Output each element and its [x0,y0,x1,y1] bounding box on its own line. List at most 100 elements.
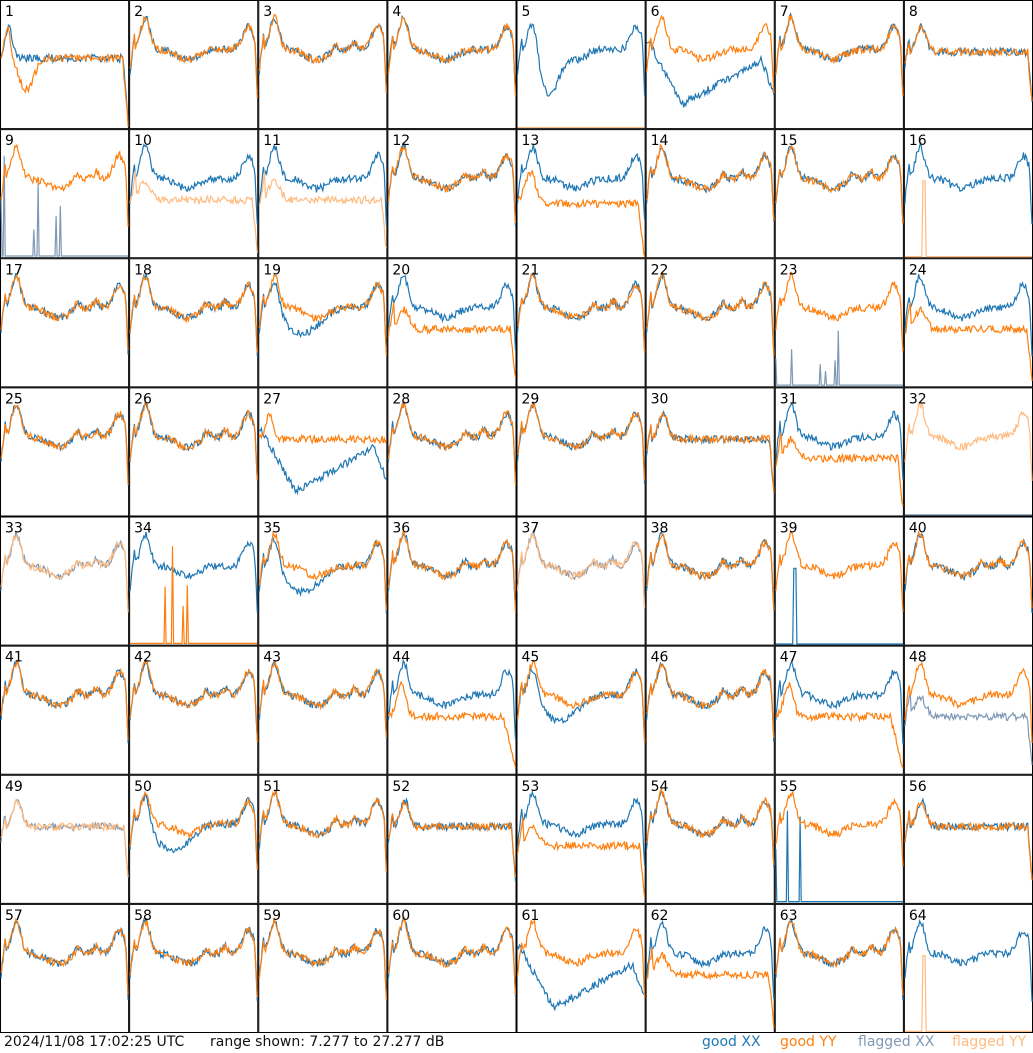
panel-frame [516,0,646,130]
series-good-yy [646,533,775,611]
series-good-yy [387,530,517,613]
series-good-yy [775,15,904,96]
series-good-xx [775,810,903,903]
panel-52: 52 [387,774,517,904]
panel-frame [645,258,775,388]
panel-frame [0,0,130,130]
range-unit: dB [421,1034,445,1050]
panel-label: 33 [5,521,23,537]
panel-label: 46 [651,650,669,666]
panel-23: 23 [774,258,904,388]
series-good-xx [129,531,258,613]
series-flagged-yy [0,798,129,878]
panel-frame [0,129,130,259]
panel-frame [0,645,130,775]
series-good-yy [129,401,258,481]
panel-57: 57 [0,903,130,1033]
series-good-yy [387,145,517,224]
panel-17: 17 [0,258,130,388]
panel-label: 59 [263,908,281,924]
series-good-xx [904,141,1033,225]
series-good-yy [775,144,904,224]
panel-38: 38 [645,516,775,646]
series-flagged-yy [258,171,387,248]
panel-frame [129,129,259,259]
series-good-yy [904,660,1033,744]
series-good-xx [775,567,903,645]
panel-label: 58 [134,908,152,924]
legend-good-yy: good YY [780,1034,837,1050]
series-good-xx [258,144,387,226]
panel-frame [387,387,517,517]
panel-label: 53 [522,779,540,795]
panel-label: 45 [522,650,540,666]
series-good-xx [904,274,1033,357]
panel-10: 10 [129,129,259,259]
panel-16: 16 [903,129,1033,259]
series-flagged-yy [0,535,129,613]
panel-label: 47 [780,650,798,666]
series-good-yy [646,412,775,493]
panel-61: 61 [516,903,646,1033]
panel-label: 15 [780,133,798,149]
panel-26: 26 [129,387,259,517]
panel-label: 5 [522,4,531,20]
series-good-xx [516,943,646,1011]
panel-34: 34 [129,516,259,646]
range-min: 7.277 [309,1034,350,1050]
series-good-yy [775,271,904,352]
series-good-yy [516,919,646,998]
series-good-yy [129,16,258,98]
panel-label: 42 [134,650,152,666]
series-flagged-yy [129,171,258,253]
series-good-xx [258,18,387,94]
series-good-yy [129,790,258,870]
panel-6: 6 [645,0,775,130]
panel-35: 35 [258,516,388,646]
panel-label: 11 [263,133,281,149]
legend-flagged-yy: flagged YY [952,1034,1027,1050]
series-good-yy [258,13,387,93]
series-good-yy [775,920,904,996]
panel-frame [903,258,1033,388]
panel-label: 62 [651,908,669,924]
panel-label: 57 [5,908,23,924]
series-flagged-xx [904,692,1033,765]
panel-label: 1 [5,4,14,20]
series-flagged-xx [775,330,903,386]
series-flagged-yy [516,532,646,608]
series-good-yy [904,801,1033,881]
panel-62: 62 [645,903,775,1033]
series-good-xx [516,789,646,866]
series-good-yy [258,412,387,445]
series-good-xx [516,144,646,221]
panel-label: 17 [5,262,23,278]
series-good-xx [775,659,904,744]
panel-frame [129,516,259,646]
series-good-yy [387,400,517,486]
panel-label: 19 [263,262,281,278]
panel-frame [129,387,259,517]
panel-frame [645,645,775,775]
range-sep: to [349,1034,373,1050]
series-good-yy [904,302,1033,381]
panel-8: 8 [903,0,1033,130]
panel-frame [774,903,904,1033]
panel-label: 54 [651,779,669,795]
series-good-xx [258,660,387,739]
series-flagged-xx [0,155,129,257]
panel-frame [774,0,904,130]
series-good-yy [387,680,517,768]
panel-label: 49 [5,779,23,795]
panel-frame [645,774,775,904]
panel-label: 52 [392,779,410,795]
series-good-yy [258,660,387,738]
panel-32: 32 [903,387,1033,517]
series-good-xx [129,792,258,870]
panel-label: 34 [134,521,152,537]
panel-22: 22 [645,258,775,388]
panel-label: 14 [651,133,669,149]
panel-label: 12 [392,133,410,149]
series-good-yy [646,14,775,94]
panel-label: 37 [522,521,540,537]
